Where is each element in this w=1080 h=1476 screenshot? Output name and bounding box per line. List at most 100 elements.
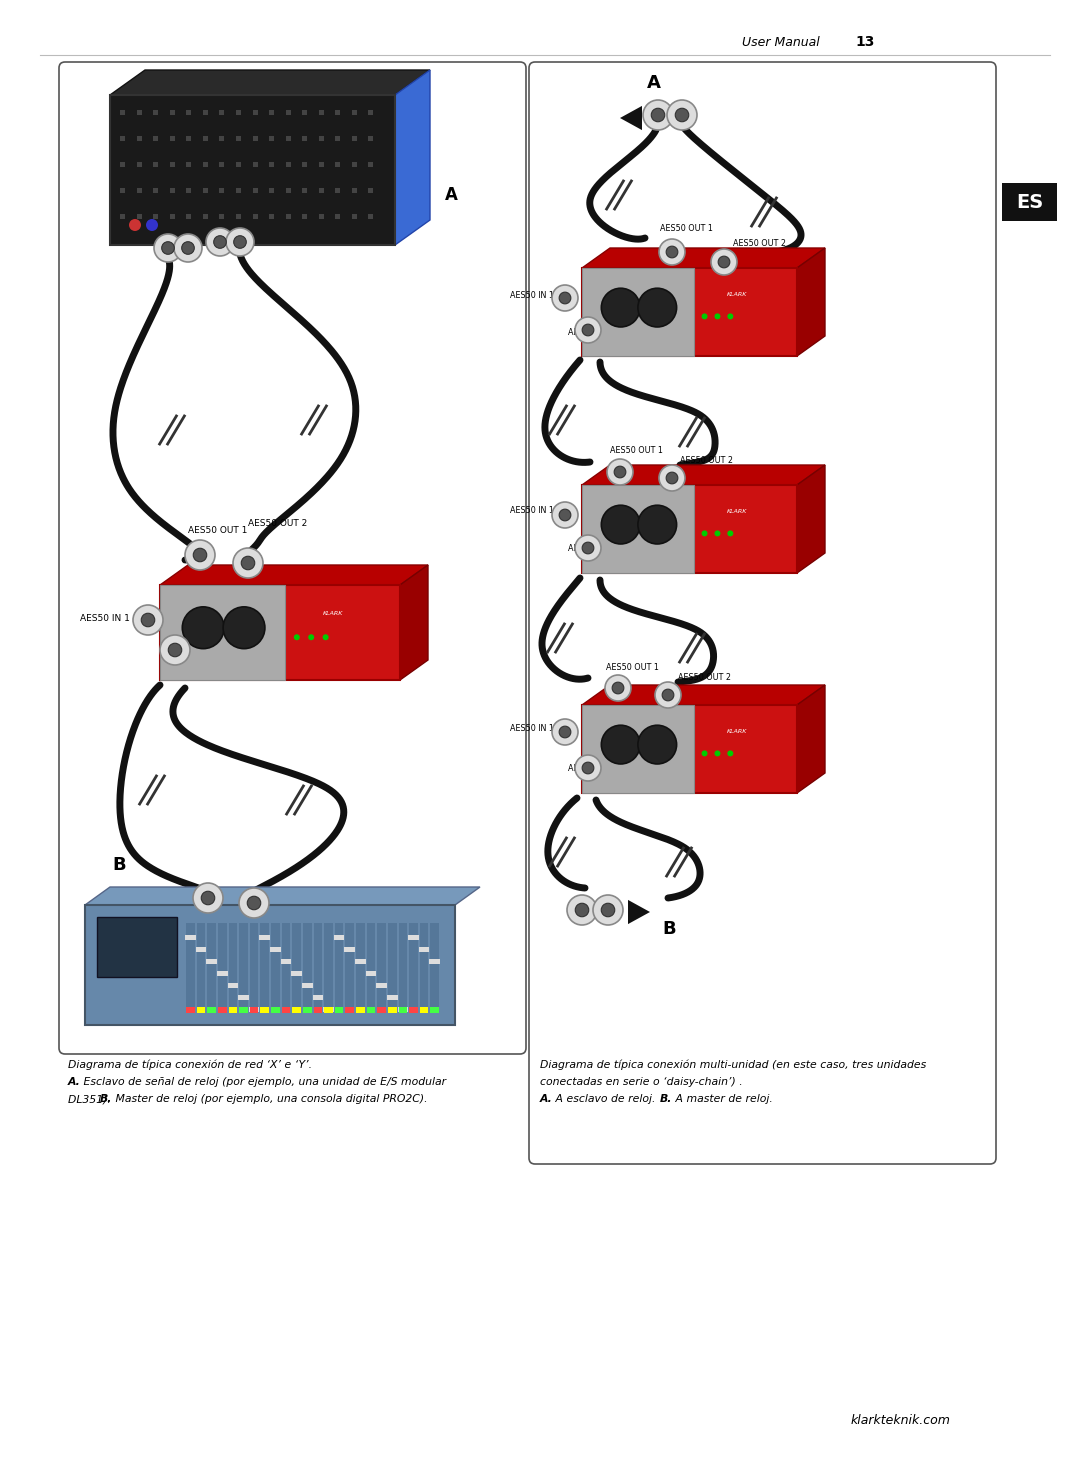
- Circle shape: [666, 246, 678, 258]
- Bar: [323, 1007, 334, 1013]
- Bar: [285, 136, 291, 142]
- Bar: [203, 214, 207, 218]
- Bar: [235, 162, 241, 167]
- Circle shape: [702, 750, 707, 756]
- Text: A esclavo de reloj.: A esclavo de reloj.: [552, 1094, 662, 1104]
- Bar: [292, 971, 302, 976]
- Bar: [302, 111, 307, 115]
- Bar: [334, 934, 345, 940]
- Bar: [186, 214, 191, 218]
- Circle shape: [193, 883, 222, 914]
- Bar: [408, 934, 419, 940]
- Circle shape: [659, 239, 685, 266]
- Bar: [355, 959, 366, 964]
- Bar: [249, 922, 258, 1008]
- Circle shape: [702, 530, 707, 536]
- Bar: [409, 1007, 418, 1013]
- Circle shape: [593, 894, 623, 925]
- Bar: [352, 136, 356, 142]
- Text: AES50 IN 2: AES50 IN 2: [568, 328, 612, 337]
- Bar: [430, 959, 440, 964]
- Text: Master de reloj (por ejemplo, una consola digital PRO2C).: Master de reloj (por ejemplo, una consol…: [112, 1094, 428, 1104]
- Bar: [249, 1007, 258, 1013]
- Bar: [186, 922, 194, 1008]
- Polygon shape: [620, 106, 642, 130]
- Bar: [235, 214, 241, 218]
- Text: AES50 OUT 1: AES50 OUT 1: [660, 224, 713, 233]
- Bar: [170, 162, 175, 167]
- Bar: [207, 922, 216, 1008]
- Bar: [376, 983, 387, 987]
- Bar: [313, 1007, 322, 1013]
- Bar: [582, 486, 797, 573]
- Bar: [356, 1007, 365, 1013]
- Bar: [335, 187, 340, 193]
- Circle shape: [559, 509, 571, 521]
- Circle shape: [129, 218, 141, 232]
- Bar: [136, 136, 141, 142]
- Bar: [253, 111, 257, 115]
- Polygon shape: [400, 565, 428, 680]
- Bar: [97, 917, 177, 977]
- Bar: [185, 934, 195, 940]
- Circle shape: [559, 292, 571, 304]
- Polygon shape: [582, 465, 825, 486]
- Bar: [368, 111, 374, 115]
- Bar: [203, 111, 207, 115]
- Circle shape: [605, 675, 631, 701]
- Bar: [219, 214, 225, 218]
- Circle shape: [174, 235, 202, 263]
- Circle shape: [718, 257, 730, 267]
- Bar: [260, 922, 269, 1008]
- Bar: [335, 1007, 343, 1013]
- Bar: [368, 187, 374, 193]
- Bar: [319, 111, 324, 115]
- Bar: [219, 187, 225, 193]
- Circle shape: [154, 235, 183, 263]
- Circle shape: [141, 613, 154, 627]
- Bar: [203, 187, 207, 193]
- Bar: [335, 136, 340, 142]
- Bar: [285, 214, 291, 218]
- Text: KLARK: KLARK: [727, 509, 747, 514]
- Bar: [368, 214, 374, 218]
- Text: AES50 IN 1: AES50 IN 1: [510, 505, 554, 515]
- Bar: [238, 995, 248, 1001]
- Circle shape: [323, 635, 328, 641]
- Circle shape: [567, 894, 597, 925]
- Bar: [420, 922, 429, 1008]
- Bar: [430, 922, 438, 1008]
- Text: AES50 OUT 1: AES50 OUT 1: [610, 446, 663, 455]
- Circle shape: [615, 466, 625, 478]
- Bar: [312, 995, 323, 1001]
- Bar: [282, 922, 291, 1008]
- Bar: [120, 111, 125, 115]
- Bar: [302, 214, 307, 218]
- Circle shape: [168, 644, 181, 657]
- Bar: [136, 162, 141, 167]
- Bar: [352, 111, 356, 115]
- Text: B: B: [662, 920, 676, 939]
- Circle shape: [224, 607, 265, 648]
- Bar: [248, 1007, 259, 1013]
- Bar: [197, 1007, 205, 1013]
- Bar: [160, 584, 285, 680]
- Circle shape: [559, 726, 571, 738]
- Bar: [235, 111, 241, 115]
- Text: AES50 IN 1: AES50 IN 1: [510, 723, 554, 732]
- Text: ES: ES: [1016, 192, 1043, 211]
- Bar: [366, 971, 376, 976]
- Text: A: A: [647, 74, 661, 92]
- Bar: [120, 187, 125, 193]
- Text: DL351).: DL351).: [68, 1094, 118, 1104]
- Circle shape: [552, 719, 578, 745]
- Bar: [1002, 183, 1057, 221]
- Bar: [397, 1007, 408, 1013]
- Circle shape: [602, 505, 640, 545]
- Bar: [85, 905, 455, 1024]
- Text: AES50 IN 1: AES50 IN 1: [80, 614, 130, 623]
- Circle shape: [715, 313, 720, 319]
- Text: AES50 OUT 2: AES50 OUT 2: [733, 239, 786, 248]
- Bar: [387, 995, 397, 1001]
- Polygon shape: [395, 69, 430, 245]
